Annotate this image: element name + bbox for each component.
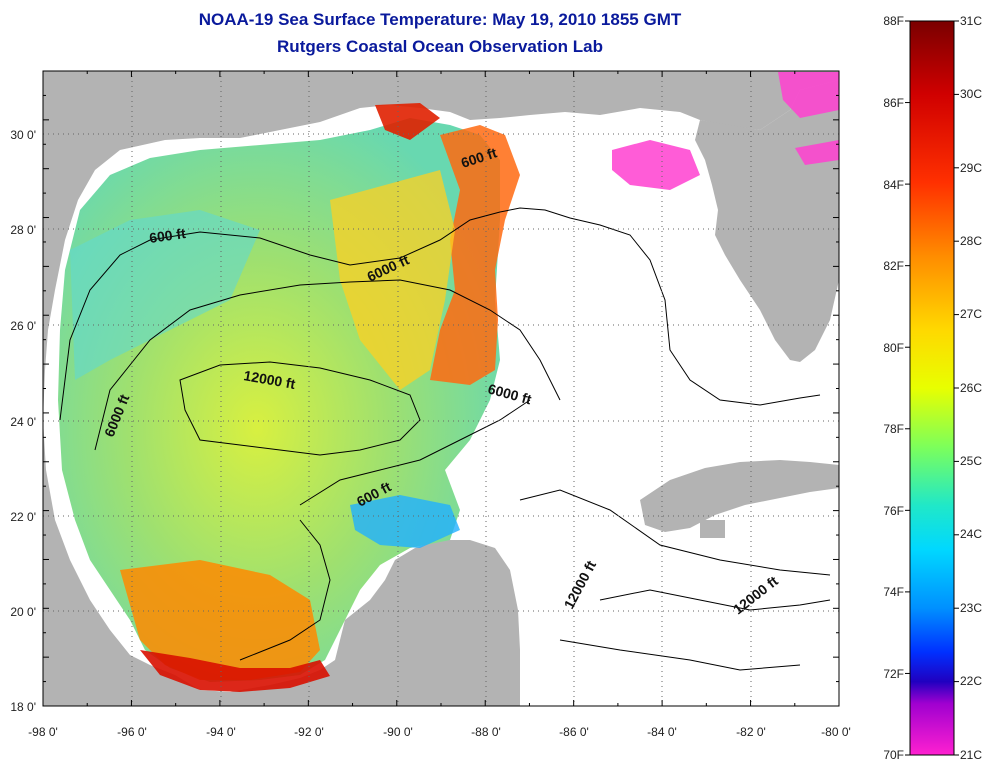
colorbar-f-label: 76F — [883, 504, 904, 518]
sst-warm-band — [430, 125, 520, 385]
colorbar — [909, 20, 955, 756]
colorbar-c-label: 31C — [960, 14, 982, 28]
land-mexico — [43, 420, 520, 706]
colorbar-f-label: 70F — [883, 748, 904, 762]
sst-cool-coast — [70, 210, 260, 380]
lon-tick-label: -92 0' — [294, 725, 324, 739]
lon-tick-label: -98 0' — [28, 725, 58, 739]
colorbar-c-label: 29C — [960, 161, 982, 175]
land-isle — [700, 520, 725, 538]
map-area: 600 ft 600 ft 6000 ft 12000 ft 6000 ft 6… — [43, 71, 839, 706]
grid-lines — [43, 71, 839, 706]
sst-southwest-warm — [120, 560, 320, 680]
lat-tick-label: 18 0' — [10, 700, 36, 714]
lat-tick-label: 20 0' — [10, 605, 36, 619]
sst-southwest-hot — [140, 650, 330, 692]
sst-coastal-red — [375, 103, 440, 140]
colorbar-c-label: 28C — [960, 234, 982, 248]
lat-tick-label: 24 0' — [10, 415, 36, 429]
colorbar-ticks — [905, 20, 959, 756]
lon-tick-label: -84 0' — [647, 725, 677, 739]
lat-tick-label: 26 0' — [10, 319, 36, 333]
colorbar-f-label: 72F — [883, 667, 904, 681]
lon-tick-label: -86 0' — [559, 725, 589, 739]
colorbar-celsius-labels: 31C 30C 29C 28C 27C 26C 25C 24C 23C 22C … — [960, 14, 982, 762]
lon-axis: -98 0' -96 0' -94 0' -92 0' -90 0' -88 0… — [28, 725, 851, 739]
colorbar-f-label: 74F — [883, 585, 904, 599]
land-cuba — [640, 460, 839, 532]
lon-tick-label: -90 0' — [383, 725, 413, 739]
contour-label: 600 ft — [148, 225, 187, 246]
colorbar-f-label: 86F — [883, 96, 904, 110]
lon-tick-label: -82 0' — [736, 725, 766, 739]
colorbar-fahrenheit-labels: 88F 86F 84F 82F 80F 78F 76F 74F 72F 70F — [883, 14, 904, 762]
colorbar-c-label: 26C — [960, 381, 982, 395]
lat-tick-label: 28 0' — [10, 223, 36, 237]
colorbar-c-label: 24C — [960, 527, 982, 541]
lat-tick-label: 22 0' — [10, 510, 36, 524]
colorbar-f-label: 78F — [883, 422, 904, 436]
lon-tick-label: -88 0' — [471, 725, 501, 739]
colorbar-c-label: 21C — [960, 748, 982, 762]
land-us-gulf-coast — [43, 71, 839, 420]
colorbar-c-label: 23C — [960, 601, 982, 615]
map-subtitle: Rutgers Coastal Ocean Observation Lab — [277, 37, 603, 56]
depth-contours — [59, 207, 831, 671]
sst-florida-patch — [612, 140, 700, 190]
sst-atlantic-patch — [778, 72, 839, 118]
colorbar-f-label: 80F — [883, 341, 904, 355]
sst-cool-patch — [350, 495, 460, 548]
lat-axis: 18 0' 20 0' 22 0' 24 0' 26 0' 28 0' 30 0… — [10, 128, 36, 714]
colorbar-f-label: 88F — [883, 14, 904, 28]
tick-marks — [42, 70, 840, 707]
lon-tick-label: -80 0' — [821, 725, 851, 739]
colorbar-c-label: 25C — [960, 454, 982, 468]
colorbar-f-label: 84F — [883, 178, 904, 192]
colorbar-c-label: 22C — [960, 674, 982, 688]
lon-tick-label: -96 0' — [117, 725, 147, 739]
lon-tick-label: -94 0' — [206, 725, 236, 739]
colorbar-c-label: 30C — [960, 87, 982, 101]
lat-tick-label: 30 0' — [10, 128, 36, 142]
colorbar-f-label: 82F — [883, 259, 904, 273]
sst-atlantic-patch-2 — [795, 140, 839, 165]
colorbar-c-label: 27C — [960, 307, 982, 321]
map-title: NOAA-19 Sea Surface Temperature: May 19,… — [198, 10, 682, 29]
